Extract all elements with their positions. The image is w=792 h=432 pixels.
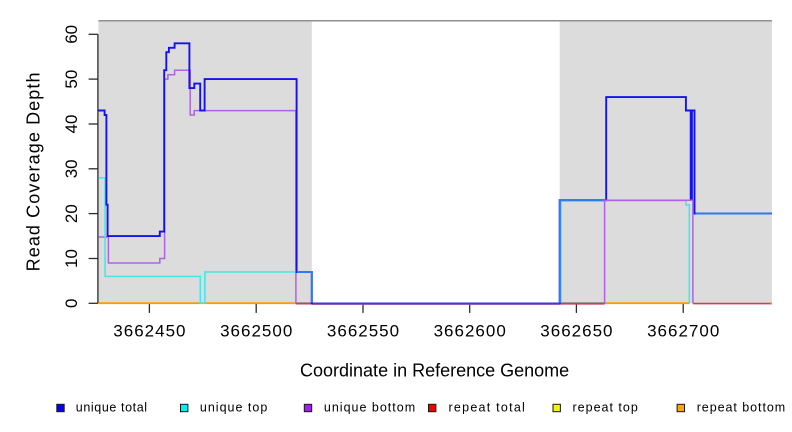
svg-text:repeat bottom: repeat bottom: [697, 401, 786, 415]
svg-text:50: 50: [62, 70, 81, 89]
svg-text:unique total: unique total: [76, 401, 148, 415]
svg-text:20: 20: [62, 204, 81, 223]
svg-text:repeat top: repeat top: [573, 401, 639, 415]
svg-text:0: 0: [62, 299, 81, 308]
svg-text:3662550: 3662550: [327, 322, 400, 341]
svg-text:60: 60: [62, 25, 81, 44]
svg-text:Read Coverage Depth: Read Coverage Depth: [24, 71, 44, 271]
svg-text:10: 10: [62, 249, 81, 268]
svg-text:repeat total: repeat total: [449, 401, 527, 415]
svg-text:3662450: 3662450: [113, 322, 186, 341]
svg-text:unique top: unique top: [200, 401, 268, 415]
svg-text:unique bottom: unique bottom: [324, 401, 416, 415]
svg-text:3662700: 3662700: [647, 322, 720, 341]
svg-text:3662650: 3662650: [540, 322, 613, 341]
svg-text:40: 40: [62, 115, 81, 134]
svg-text:Coordinate in Reference Genome: Coordinate in Reference Genome: [300, 361, 569, 381]
svg-text:3662500: 3662500: [220, 322, 293, 341]
svg-text:3662600: 3662600: [434, 322, 507, 341]
svg-text:30: 30: [62, 159, 81, 178]
